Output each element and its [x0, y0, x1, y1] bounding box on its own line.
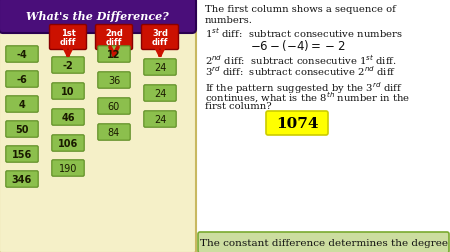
FancyBboxPatch shape: [52, 109, 84, 126]
Text: 190: 190: [59, 163, 77, 173]
Text: 24: 24: [154, 89, 166, 99]
Text: 60: 60: [108, 102, 120, 112]
Text: first column?: first column?: [205, 102, 272, 111]
FancyBboxPatch shape: [50, 25, 86, 50]
FancyBboxPatch shape: [98, 124, 130, 141]
Text: 106: 106: [58, 138, 78, 148]
Text: 1st
diff: 1st diff: [60, 28, 76, 47]
Text: 10: 10: [61, 87, 75, 97]
FancyBboxPatch shape: [98, 73, 130, 89]
Text: 36: 36: [108, 76, 120, 86]
Text: 2nd
diff: 2nd diff: [105, 28, 123, 47]
Text: 3rd
diff: 3rd diff: [152, 28, 168, 47]
FancyBboxPatch shape: [98, 99, 130, 115]
Text: -2: -2: [63, 61, 73, 71]
FancyBboxPatch shape: [95, 25, 132, 50]
Text: The first column shows a sequence of: The first column shows a sequence of: [205, 5, 396, 14]
FancyBboxPatch shape: [6, 97, 38, 113]
Text: 2$^{nd}$ diff:  subtract consecutive 1$^{st}$ diff.: 2$^{nd}$ diff: subtract consecutive 1$^{…: [205, 53, 397, 67]
FancyBboxPatch shape: [6, 47, 38, 63]
FancyBboxPatch shape: [6, 121, 38, 138]
Text: -4: -4: [17, 50, 27, 60]
FancyBboxPatch shape: [0, 0, 196, 34]
Text: If the pattern suggested by the 3$^{rd}$ diff: If the pattern suggested by the 3$^{rd}$…: [205, 80, 403, 96]
Text: The constant difference determines the degree: The constant difference determines the d…: [199, 238, 447, 247]
Text: 4: 4: [18, 100, 25, 110]
FancyBboxPatch shape: [6, 146, 38, 163]
FancyBboxPatch shape: [0, 0, 196, 252]
FancyBboxPatch shape: [198, 232, 449, 252]
Text: 24: 24: [154, 63, 166, 73]
FancyBboxPatch shape: [144, 59, 176, 76]
FancyBboxPatch shape: [144, 85, 176, 102]
Text: 12: 12: [107, 50, 121, 60]
Text: 346: 346: [12, 174, 32, 184]
FancyBboxPatch shape: [266, 112, 328, 136]
FancyBboxPatch shape: [52, 160, 84, 176]
Text: 1$^{st}$ diff:  subtract consecutive numbers: 1$^{st}$ diff: subtract consecutive numb…: [205, 26, 403, 40]
Text: $-6 - (-4) = -2$: $-6 - (-4) = -2$: [250, 38, 346, 53]
Text: 156: 156: [12, 149, 32, 159]
Text: What's the Difference?: What's the Difference?: [26, 11, 169, 21]
Text: 50: 50: [15, 124, 29, 135]
Text: numbers.: numbers.: [205, 16, 253, 25]
Text: 46: 46: [61, 113, 75, 122]
FancyBboxPatch shape: [52, 135, 84, 152]
FancyBboxPatch shape: [52, 83, 84, 100]
FancyBboxPatch shape: [52, 57, 84, 74]
FancyBboxPatch shape: [141, 25, 179, 50]
Text: continues, what is the 8$^{th}$ number in the: continues, what is the 8$^{th}$ number i…: [205, 91, 410, 105]
FancyBboxPatch shape: [144, 111, 176, 128]
Text: 1074: 1074: [276, 116, 318, 131]
Text: 24: 24: [154, 115, 166, 124]
FancyBboxPatch shape: [98, 47, 130, 63]
Text: -6: -6: [17, 75, 27, 85]
Text: 3$^{rd}$ diff:  subtract consecutive 2$^{nd}$ diff: 3$^{rd}$ diff: subtract consecutive 2$^{…: [205, 64, 396, 78]
Text: 84: 84: [108, 128, 120, 137]
FancyBboxPatch shape: [6, 72, 38, 88]
FancyBboxPatch shape: [6, 171, 38, 187]
